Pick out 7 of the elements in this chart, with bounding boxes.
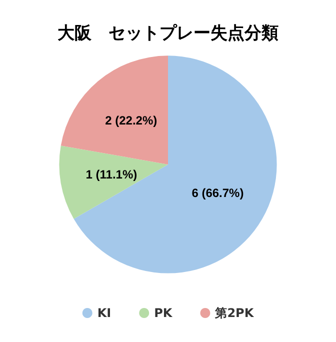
legend-label: 第2PK — [214, 306, 254, 320]
legend-label: PK — [154, 306, 173, 320]
chart-title: 大阪 セットプレー失点分類 — [58, 24, 278, 44]
data-label: 6 (66.7%) — [192, 186, 244, 200]
data-label: 2 (22.2%) — [105, 114, 158, 128]
legend-label: KI — [97, 306, 112, 320]
data-label: 1 (11.1%) — [86, 167, 138, 182]
